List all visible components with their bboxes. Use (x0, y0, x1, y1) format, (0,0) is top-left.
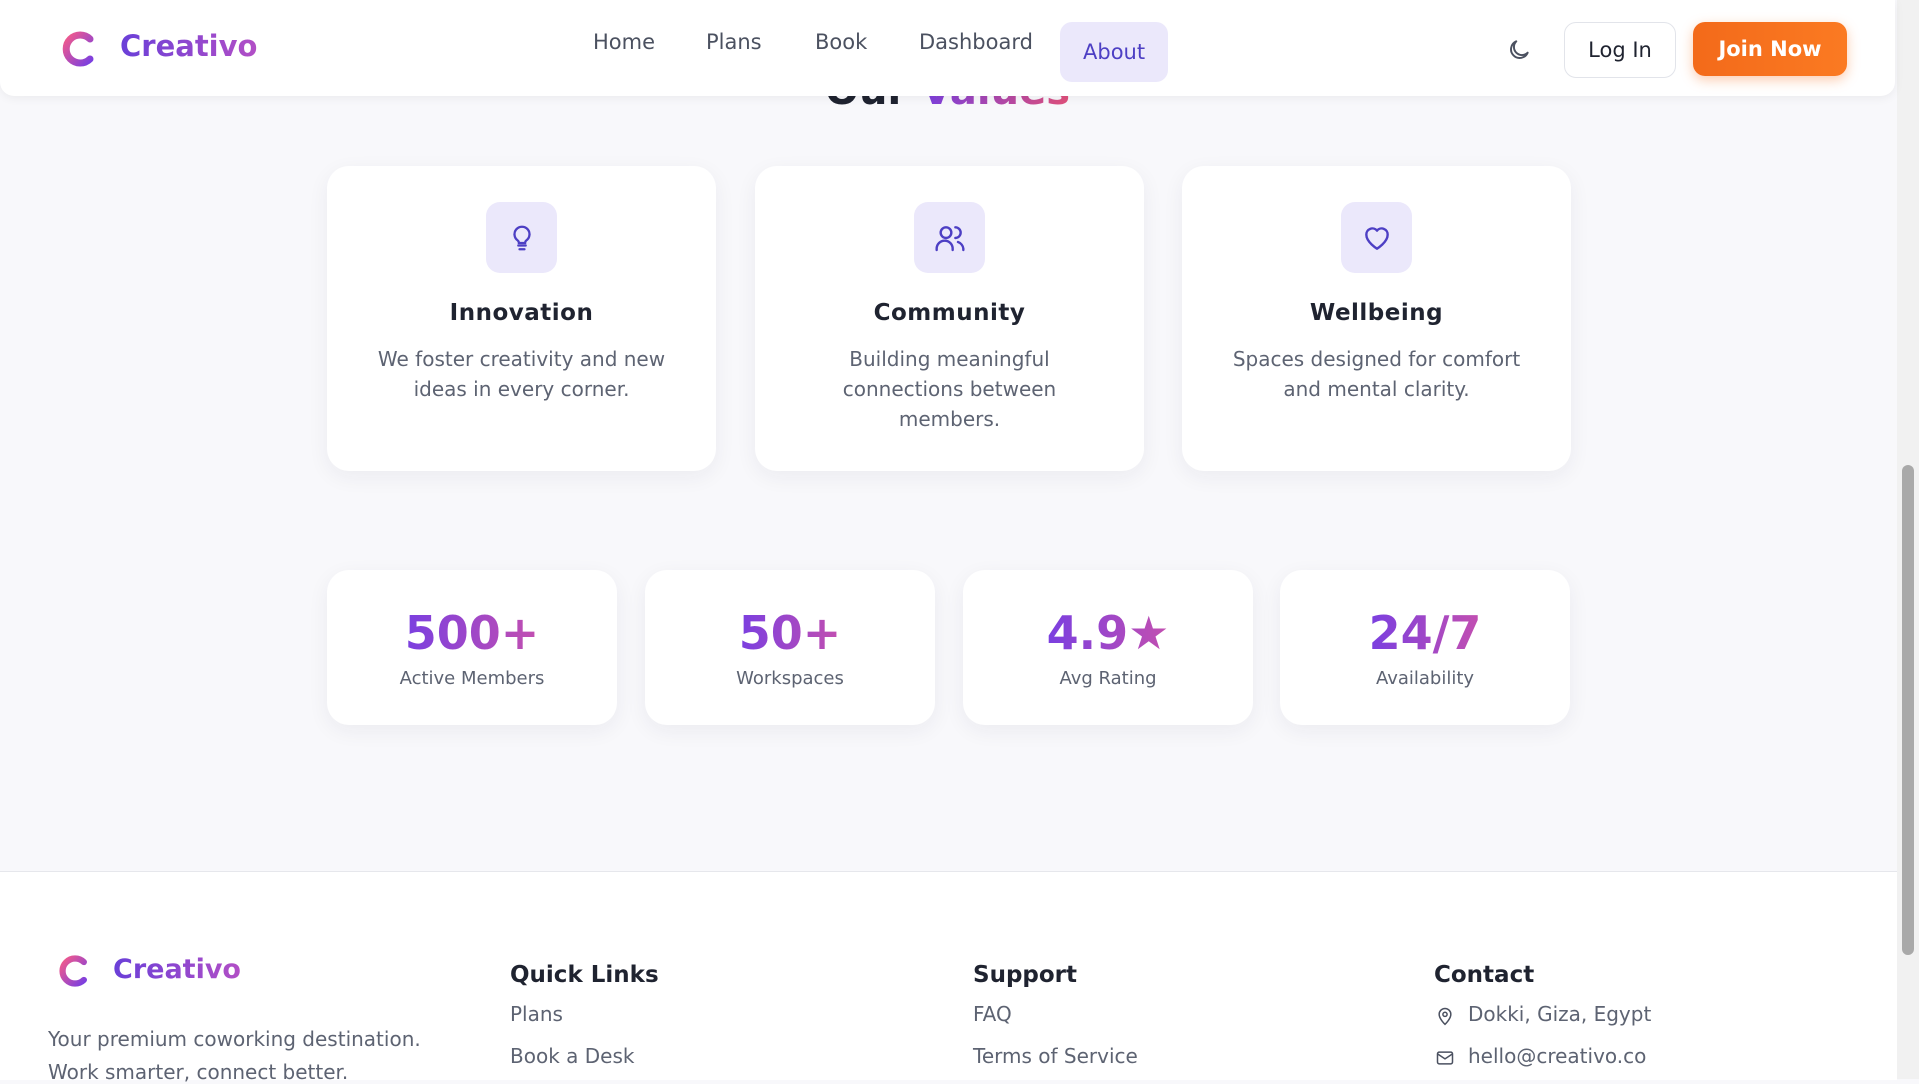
value-title: Innovation (449, 300, 594, 326)
stat-label: Avg Rating (1059, 668, 1157, 689)
stat-card: 500+ Active Members (327, 570, 617, 725)
value-card: Innovation We foster creativity and new … (327, 166, 716, 471)
value-text: We foster creativity and new ideas in ev… (377, 347, 666, 401)
navbar: Creativo Home Plans Book Dashboard About… (0, 0, 1895, 96)
stat-label: Workspaces (736, 668, 844, 689)
value-icon (914, 202, 985, 273)
login-button[interactable]: Log In (1564, 22, 1676, 78)
stat-value: 24/7 (1368, 606, 1482, 660)
footer-brand: Creativo (113, 954, 241, 985)
value-title: Wellbeing (1309, 300, 1444, 326)
footer-link[interactable]: Terms of Service (973, 1044, 1138, 1068)
stat-card: 4.9★ Avg Rating (963, 570, 1253, 725)
stat-value: 50+ (738, 606, 842, 660)
nav-link[interactable]: Dashboard (919, 30, 1033, 54)
nav-link[interactable]: Book (815, 30, 868, 54)
mail-icon (1436, 1051, 1454, 1065)
value-card: Wellbeing Spaces designed for comfort an… (1182, 166, 1571, 471)
stat-label: Active Members (399, 668, 545, 689)
nav-link[interactable]: Home (593, 30, 656, 54)
footer-tagline: Work smarter, connect better. (48, 1060, 349, 1084)
logo-icon[interactable] (60, 30, 98, 68)
footer-tagline: Your premium coworking destination. (48, 1027, 421, 1051)
footer-link[interactable]: FAQ (973, 1002, 1012, 1026)
stat-card: 24/7 Availability (1280, 570, 1570, 725)
footer-heading: Support (973, 962, 1078, 988)
footer-logo-icon (59, 955, 87, 987)
footer: Creativo Your premium coworking destinat… (0, 871, 1897, 1084)
stat-value: 500+ (404, 606, 540, 660)
location-icon (1438, 1007, 1452, 1026)
stat-label: Availability (1375, 668, 1475, 689)
scrollbar-thumb[interactable] (1902, 465, 1914, 955)
footer-link[interactable]: Book a Desk (510, 1044, 635, 1068)
join-button[interactable]: Join Now (1693, 22, 1847, 76)
footer-heading: Contact (1434, 962, 1535, 988)
value-icon (486, 202, 557, 273)
footer-heading: Quick Links (510, 962, 659, 988)
value-text: Spaces designed for comfort and mental c… (1232, 347, 1521, 401)
value-title: Community (873, 300, 1026, 326)
footer-contact: Dokki, Giza, Egypt (1468, 1002, 1652, 1026)
nav-link-active[interactable]: About (1060, 22, 1169, 82)
footer-contact[interactable]: hello@creativo.co (1468, 1044, 1647, 1068)
footer-link[interactable]: Plans (510, 1002, 563, 1026)
stat-card: 50+ Workspaces (645, 570, 935, 725)
nav-link[interactable]: Plans (706, 30, 762, 54)
value-card: Community Building meaningful connection… (755, 166, 1144, 471)
value-text: Building meaningful connections between … (842, 347, 1057, 431)
stat-value: 4.9★ (1046, 606, 1170, 660)
theme-toggle[interactable] (1506, 37, 1532, 63)
value-icon (1341, 202, 1412, 273)
brand-name[interactable]: Creativo (120, 29, 258, 63)
